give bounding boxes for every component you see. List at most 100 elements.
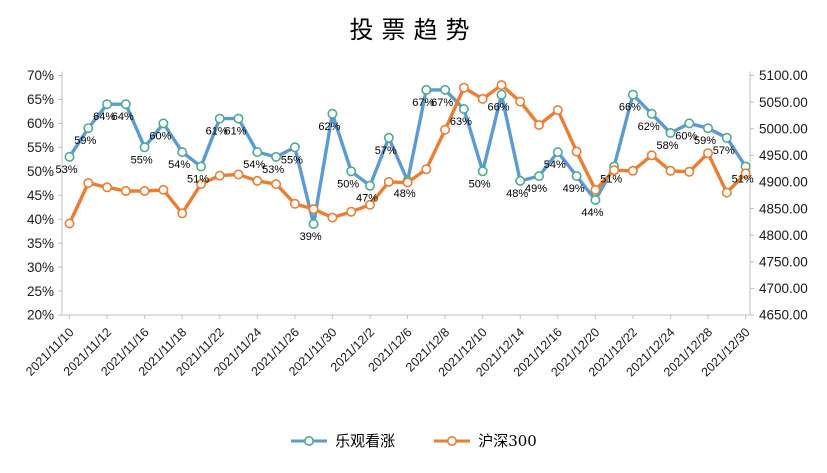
svg-text:51%: 51% <box>187 174 209 186</box>
series-csi300-line <box>64 80 751 229</box>
data-point <box>665 128 676 139</box>
data-point <box>552 105 563 116</box>
svg-text:64%: 64% <box>112 111 134 123</box>
data-point <box>289 142 300 153</box>
data-point <box>458 104 469 115</box>
data-point <box>252 147 263 158</box>
svg-text:5050.00: 5050.00 <box>759 95 808 110</box>
chart-title: 投票趋势 <box>349 16 478 44</box>
data-point <box>665 165 676 176</box>
data-point <box>627 89 638 100</box>
data-point <box>214 170 225 181</box>
legend-label-csi300: 沪深300 <box>478 432 537 450</box>
data-point <box>139 142 150 153</box>
data-point <box>646 108 657 119</box>
svg-text:62%: 62% <box>638 121 660 133</box>
data-point <box>477 166 488 177</box>
data-point <box>627 165 638 176</box>
svg-text:53%: 53% <box>262 164 284 176</box>
data-point <box>346 166 357 177</box>
data-point <box>421 84 432 95</box>
svg-text:45%: 45% <box>27 188 54 203</box>
svg-text:57%: 57% <box>713 145 735 157</box>
data-point <box>196 161 207 172</box>
data-point <box>289 198 300 209</box>
svg-text:58%: 58% <box>656 140 678 152</box>
svg-text:20%: 20% <box>27 308 54 323</box>
data-point <box>308 219 319 230</box>
svg-text:61%: 61% <box>224 126 246 138</box>
legend-marker-optimistic-icon <box>291 435 328 446</box>
svg-text:70%: 70% <box>27 68 54 83</box>
svg-text:5000.00: 5000.00 <box>759 121 808 136</box>
svg-text:4850.00: 4850.00 <box>759 201 808 216</box>
svg-text:51%: 51% <box>600 174 622 186</box>
svg-text:55%: 55% <box>131 154 153 166</box>
svg-text:65%: 65% <box>27 92 54 107</box>
svg-text:49%: 49% <box>525 183 547 195</box>
svg-text:30%: 30% <box>27 260 54 275</box>
svg-text:60%: 60% <box>149 130 171 142</box>
svg-text:50%: 50% <box>27 164 54 179</box>
data-point <box>383 176 394 187</box>
svg-text:4800.00: 4800.00 <box>759 228 808 243</box>
data-point <box>477 93 488 104</box>
data-point <box>177 147 188 158</box>
data-point <box>496 89 507 100</box>
svg-text:55%: 55% <box>281 154 303 166</box>
data-point <box>421 164 432 175</box>
data-point <box>609 165 620 176</box>
svg-text:61%: 61% <box>206 126 228 138</box>
data-point <box>83 178 94 189</box>
data-point <box>515 96 526 107</box>
data-point <box>308 204 319 215</box>
data-point <box>552 147 563 158</box>
data-point <box>252 175 263 186</box>
svg-text:59%: 59% <box>694 135 716 147</box>
data-point <box>120 99 131 110</box>
data-point <box>702 123 713 134</box>
data-point <box>102 99 113 110</box>
svg-text:4750.00: 4750.00 <box>759 255 808 270</box>
svg-text:54%: 54% <box>544 159 566 171</box>
data-point <box>721 132 732 143</box>
svg-text:63%: 63% <box>450 116 472 128</box>
data-point <box>64 151 75 162</box>
svg-text:66%: 66% <box>487 102 509 114</box>
data-point <box>346 206 357 217</box>
data-point <box>440 84 451 95</box>
data-point <box>533 120 544 131</box>
data-point <box>496 80 507 91</box>
svg-text:51%: 51% <box>732 174 754 186</box>
axis-lines <box>58 71 754 319</box>
data-point <box>740 168 751 179</box>
svg-text:39%: 39% <box>300 231 322 243</box>
data-point <box>402 177 413 188</box>
data-point <box>120 186 131 197</box>
svg-text:4650.00: 4650.00 <box>759 308 808 323</box>
data-point <box>383 132 394 143</box>
svg-text:64%: 64% <box>93 111 115 123</box>
data-point <box>364 199 375 210</box>
left-axis-labels: 70% 65% 60% 55% 50% 45% 40% 35% 30% 25% 20% <box>27 68 54 323</box>
data-point <box>515 175 526 186</box>
svg-text:53%: 53% <box>55 164 77 176</box>
svg-text:47%: 47% <box>356 193 378 205</box>
data-point <box>177 208 188 219</box>
data-point <box>571 146 582 157</box>
svg-text:54%: 54% <box>243 159 265 171</box>
data-point <box>684 118 695 129</box>
series-optimistic-labels: 53%59%64%64%55%60%54%51%61%61%54%53%55%3… <box>55 97 753 243</box>
data-point <box>233 113 244 124</box>
legend-marker-csi300-icon <box>434 435 471 446</box>
right-axis-labels: 5100.00 5050.00 5000.00 4950.00 4900.00 4850.… <box>759 68 808 323</box>
svg-text:67%: 67% <box>431 97 453 109</box>
svg-text:60%: 60% <box>27 116 54 131</box>
legend-item-csi300: 沪深300 <box>433 430 537 451</box>
svg-text:48%: 48% <box>394 188 416 200</box>
data-point <box>158 118 169 129</box>
data-point <box>102 182 113 193</box>
data-point <box>139 186 150 197</box>
